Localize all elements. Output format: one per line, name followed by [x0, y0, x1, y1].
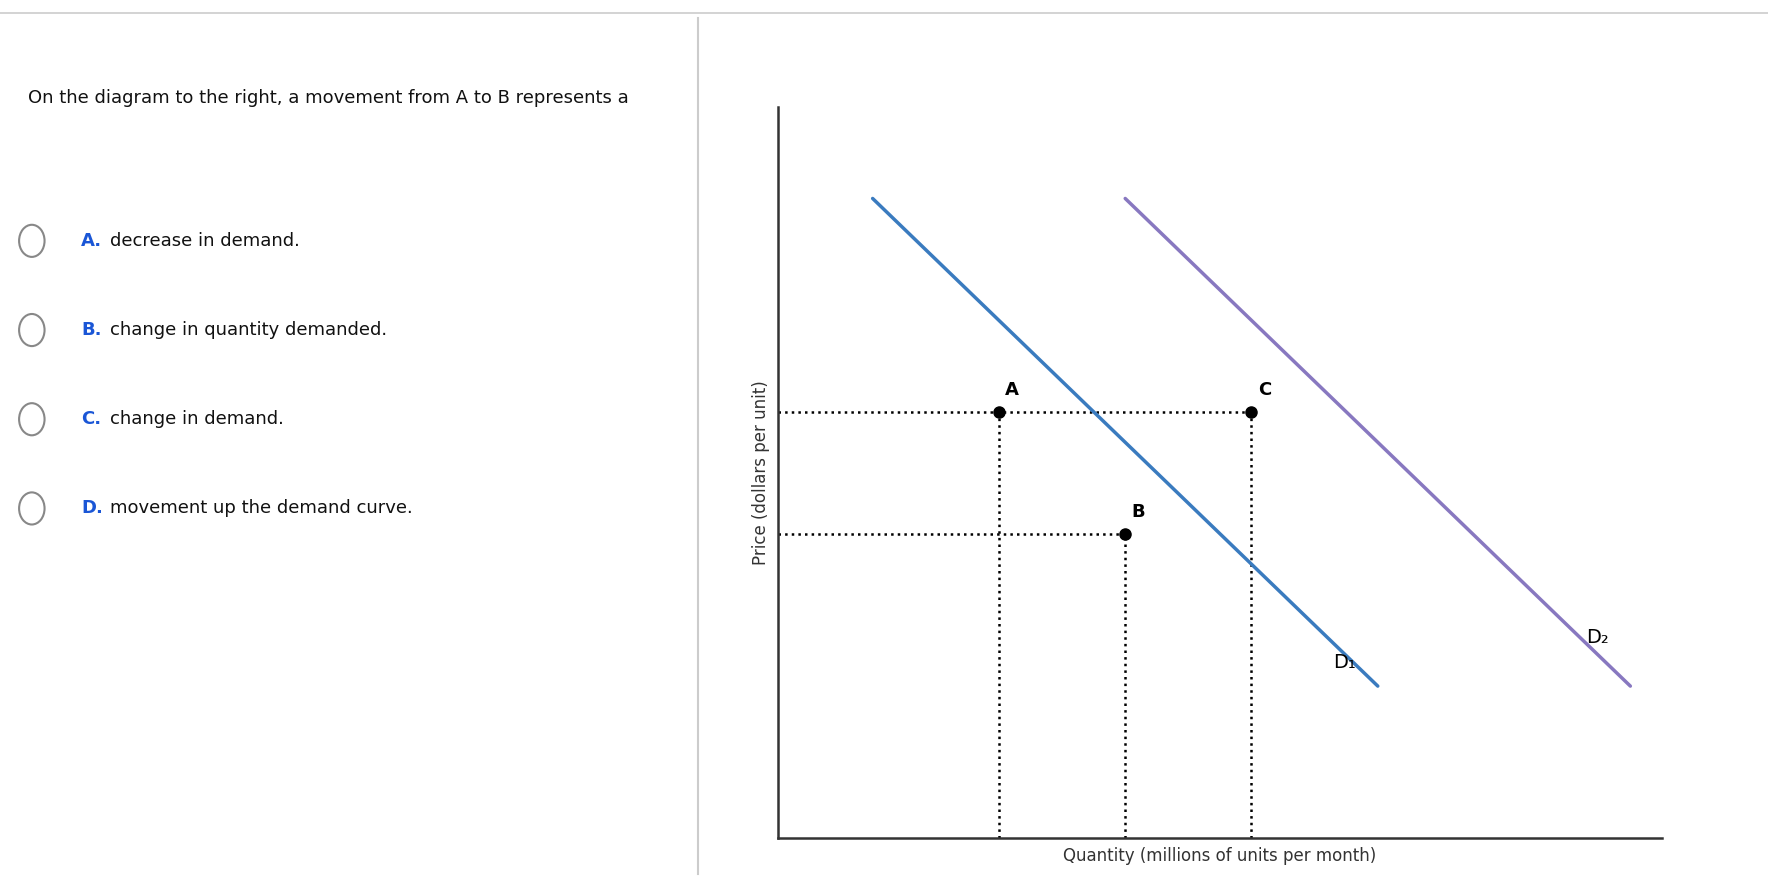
Text: D₁: D₁ — [1333, 653, 1356, 672]
Text: C.: C. — [81, 410, 101, 428]
Text: A: A — [1006, 381, 1018, 399]
Text: movement up the demand curve.: movement up the demand curve. — [110, 500, 412, 517]
Text: On the diagram to the right, a movement from A to B represents a: On the diagram to the right, a movement … — [28, 89, 629, 107]
Text: A.: A. — [81, 232, 103, 250]
Text: D₂: D₂ — [1586, 629, 1609, 648]
Text: change in quantity demanded.: change in quantity demanded. — [110, 321, 387, 339]
Y-axis label: Price (dollars per unit): Price (dollars per unit) — [751, 380, 769, 566]
Text: B: B — [1132, 503, 1146, 521]
Text: change in demand.: change in demand. — [110, 410, 283, 428]
X-axis label: Quantity (millions of units per month): Quantity (millions of units per month) — [1063, 847, 1377, 865]
Text: decrease in demand.: decrease in demand. — [110, 232, 299, 250]
Text: C: C — [1257, 381, 1271, 399]
Text: B.: B. — [81, 321, 103, 339]
Text: D.: D. — [81, 500, 103, 517]
